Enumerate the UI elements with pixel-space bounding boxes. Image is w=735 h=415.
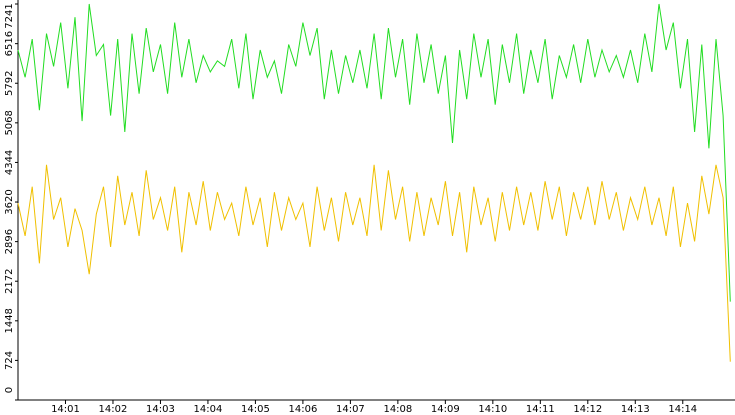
- x-tick-label: 14:08: [383, 404, 412, 415]
- x-tick-label: 14:07: [336, 404, 365, 415]
- y-tick-label: 3620: [4, 189, 15, 214]
- x-tick-label: 14:11: [526, 404, 555, 415]
- y-tick-label: 5068: [4, 110, 15, 135]
- x-tick-label: 14:04: [194, 404, 223, 415]
- y-tick-label: 5792: [4, 71, 15, 96]
- x-tick-label: 14:02: [99, 404, 128, 415]
- x-tick-label: 14:13: [621, 404, 650, 415]
- y-tick-label: 6516: [4, 31, 15, 56]
- x-tick-label: 14:14: [668, 404, 697, 415]
- x-tick-label: 14:01: [51, 404, 80, 415]
- x-tick-label: 14:09: [431, 404, 460, 415]
- series-line: [17, 164, 731, 362]
- x-tick-label: 14:03: [146, 404, 175, 415]
- y-tick-label: 2172: [4, 268, 15, 293]
- y-tick-label: 7241: [4, 3, 15, 28]
- y-tick-label: 0: [4, 387, 15, 393]
- y-tick-label: 724: [4, 351, 15, 370]
- x-tick-label: 14:06: [288, 404, 317, 415]
- x-tick-label: 14:12: [573, 404, 602, 415]
- y-tick-label: 2896: [4, 229, 15, 254]
- x-tick-label: 14:10: [478, 404, 507, 415]
- y-tick-label: 1448: [4, 308, 15, 333]
- x-tick-label: 14:05: [241, 404, 270, 415]
- y-tick-label: 4344: [4, 150, 15, 175]
- series-line: [17, 3, 731, 302]
